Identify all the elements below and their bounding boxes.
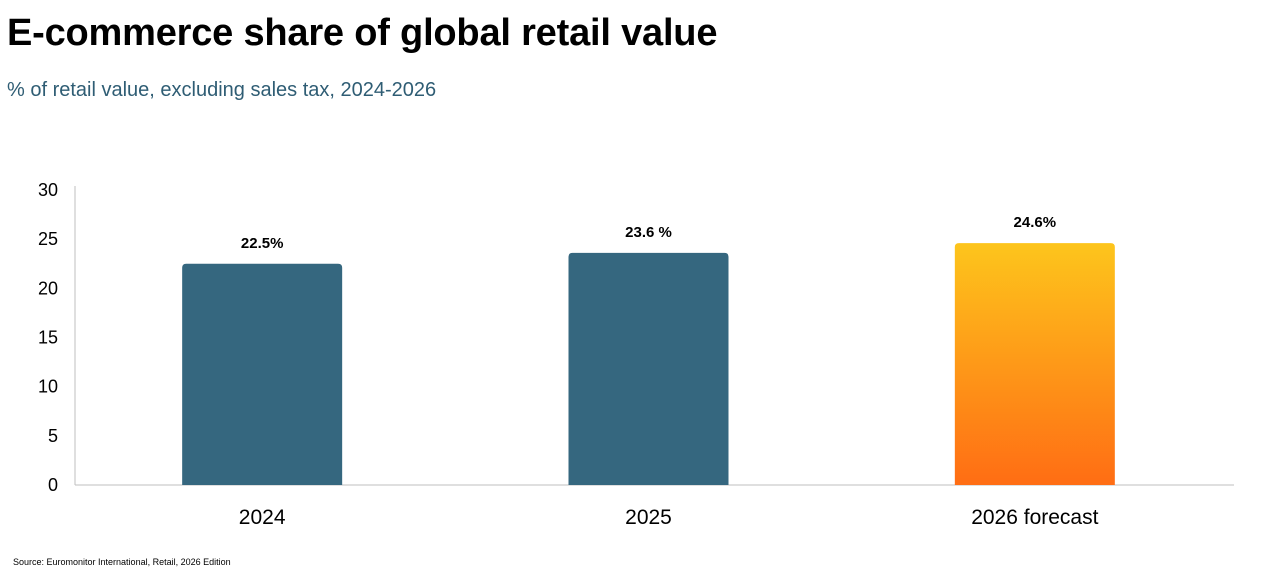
y-tick-label: 0 [48, 475, 58, 495]
y-tick-label: 10 [38, 377, 58, 397]
y-axis-ticks: 0 5 10 15 20 25 30 [38, 180, 58, 495]
bars-group [182, 243, 1115, 485]
bar-2024 [182, 263, 343, 485]
bar-2025 [568, 252, 729, 485]
data-label: 24.6% [1014, 214, 1057, 231]
chart-subtitle: % of retail value, excluding sales tax, … [7, 79, 437, 101]
data-labels-group: 22.5% 23.6 % 24.6% [241, 214, 1056, 252]
data-label: 23.6 % [625, 224, 672, 241]
chart-title: E-commerce share of global retail value [7, 12, 718, 54]
y-tick-label: 20 [38, 278, 58, 298]
source-note: Source: Euromonitor International, Retai… [13, 557, 231, 567]
data-label: 22.5% [241, 235, 284, 252]
y-tick-label: 25 [38, 229, 58, 249]
x-axis-ticks: 2024 2025 2026 forecast [239, 506, 1099, 529]
x-tick-label: 2025 [625, 506, 672, 529]
y-tick-label: 5 [48, 426, 58, 446]
y-tick-label: 15 [38, 328, 58, 348]
y-tick-label: 30 [38, 180, 58, 200]
bar-2026-forecast [954, 243, 1115, 485]
x-tick-label: 2024 [239, 506, 286, 529]
x-tick-label: 2026 forecast [971, 506, 1098, 529]
